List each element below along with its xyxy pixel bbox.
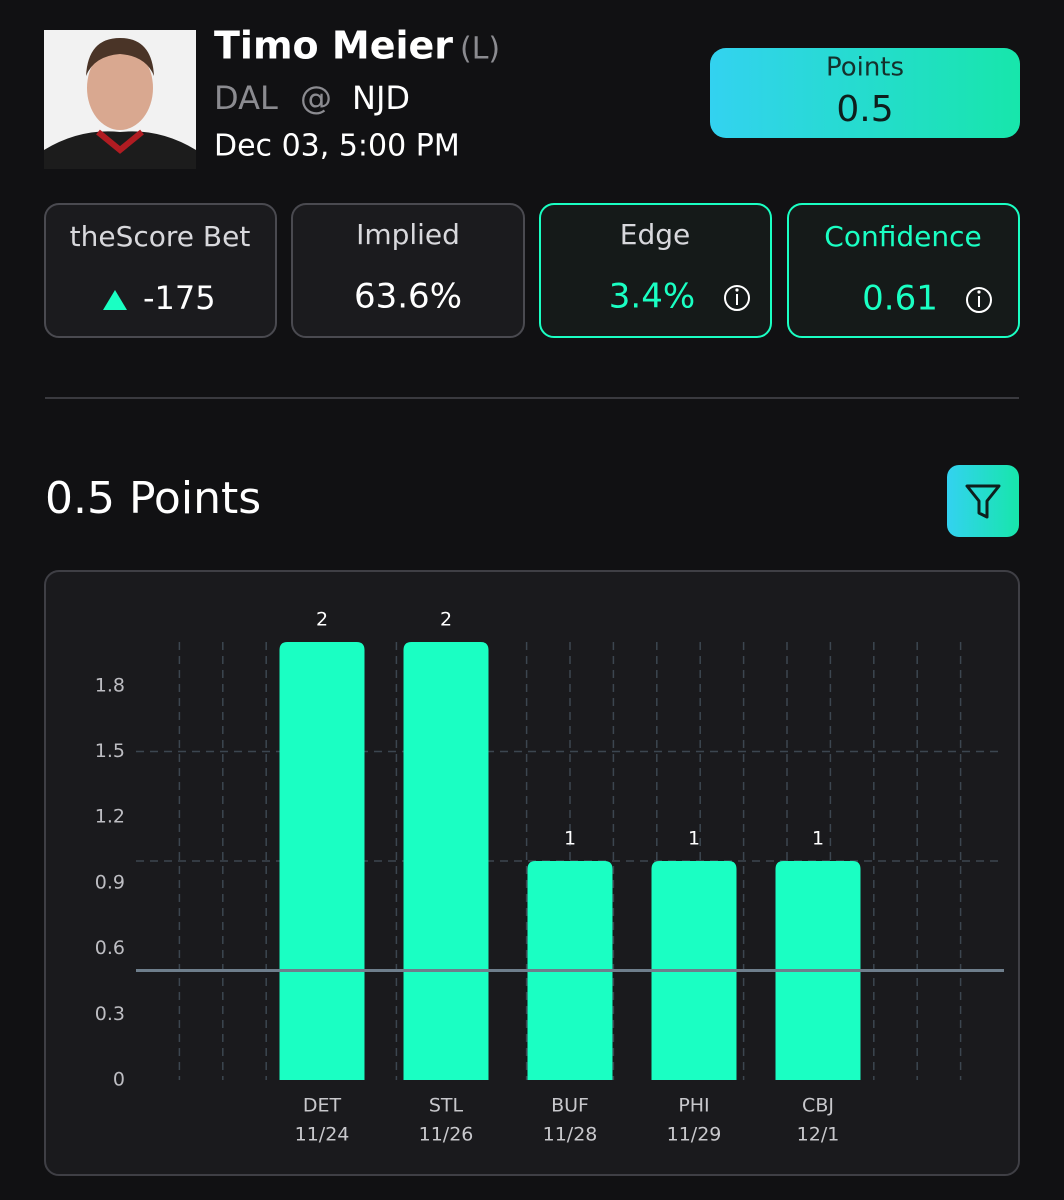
filter-button[interactable] [947,465,1019,537]
stat-label: Implied [356,218,460,251]
stat-value: 63.6% [354,277,462,317]
bar [403,642,489,1080]
value-label: 2 [440,609,452,631]
player-name: Timo Meier [214,24,453,68]
info-icon[interactable] [966,287,992,313]
y-tick-label: 1.5 [95,740,125,762]
stat-card [539,203,772,338]
x-tick-label: CBJ [802,1095,834,1117]
y-tick-label: 1.8 [95,674,125,696]
at-sign: @ [300,79,332,117]
y-tick-label: 0.9 [95,871,125,893]
x-tick-label: PHI [678,1095,709,1117]
value-label: 2 [316,609,328,631]
away-team: DAL [214,79,278,117]
game-time: Dec 03, 5:00 PM [214,129,460,164]
value-label: 1 [688,828,700,850]
x-date-label: 11/28 [543,1124,598,1146]
line-box[interactable] [710,48,1020,138]
chart-title: 0.5 Points [45,473,261,524]
plot: 0 0.3 0.6 0.9 1.2 1.5 1.8 DET 11/24 2 STL 11/26 2 BUF… [95,609,1004,1146]
stat-label: Edge [620,218,690,251]
x-tick-label: STL [429,1095,464,1117]
player-position: (L) [460,32,500,67]
x-date-label: 11/24 [295,1124,350,1146]
stat-label: Confidence [824,220,981,253]
stat-card [44,203,277,338]
player-photo [44,30,196,169]
x-date-label: 11/26 [419,1124,474,1146]
home-team: NJD [352,79,410,117]
stat-value: 3.4% [609,277,695,317]
y-tick-label: 0.6 [95,937,125,959]
line-label: Points [826,53,904,83]
stat-card [787,203,1020,338]
y-tick-label: 0.3 [95,1003,125,1025]
bar [279,642,365,1080]
x-date-label: 12/1 [797,1124,840,1146]
stat-card [291,203,525,338]
stat-label: theScore Bet [70,220,251,253]
value-label: 1 [812,828,824,850]
x-tick-label: DET [303,1095,342,1117]
y-tick-label: 1.2 [95,806,125,828]
stat-value: -175 [143,279,216,317]
stat-value: 0.61 [862,279,938,319]
y-tick-label: 0 [113,1069,125,1091]
line-value: 0.5 [836,89,893,130]
value-label: 1 [564,828,576,850]
up-arrow [103,290,127,310]
x-date-label: 11/29 [667,1124,722,1146]
info-icon[interactable] [724,285,750,311]
x-tick-label: BUF [551,1095,589,1117]
